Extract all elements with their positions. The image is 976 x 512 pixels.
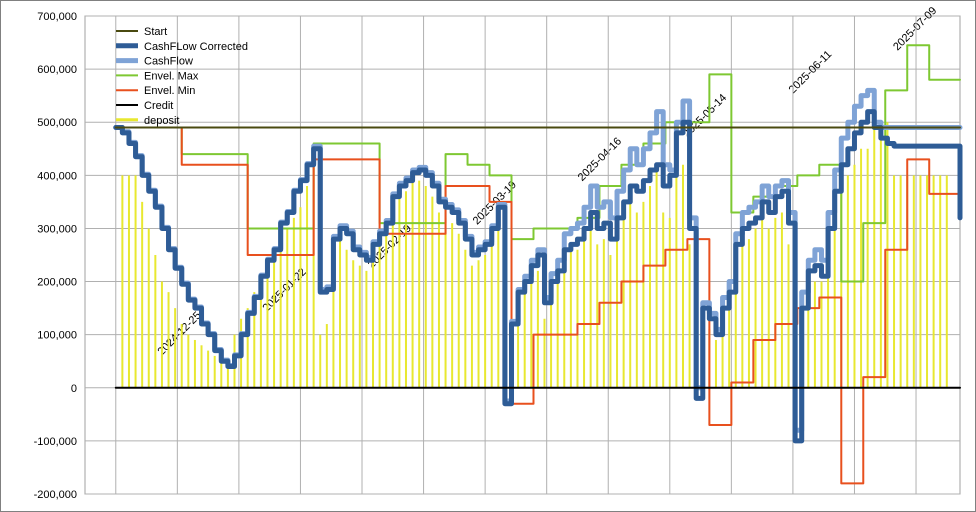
y-tick-label: 200,000 — [37, 277, 77, 289]
legend-label: Start — [144, 26, 167, 38]
series-line-cashflow-corrected — [113, 109, 963, 444]
legend-label: CashFlow — [144, 56, 193, 68]
legend-label: deposit — [144, 115, 179, 127]
y-tick-label: 0 — [71, 383, 77, 395]
legend-label: Credit — [144, 100, 173, 112]
legend-label: Envel. Min — [144, 85, 195, 97]
legend-label: Envel. Max — [144, 70, 199, 82]
y-tick-label: 700,000 — [37, 11, 77, 23]
y-tick-label: 500,000 — [37, 117, 77, 129]
y-tick-label: 600,000 — [37, 64, 77, 76]
y-tick-label: -200,000 — [34, 489, 77, 501]
legend-label: CashFLow Corrected — [144, 41, 248, 53]
y-tick-label: -100,000 — [34, 436, 77, 448]
y-tick-label: 400,000 — [37, 170, 77, 182]
y-tick-label: 100,000 — [37, 330, 77, 342]
series-line-envel-min — [114, 126, 961, 485]
y-tick-label: 300,000 — [37, 223, 77, 235]
